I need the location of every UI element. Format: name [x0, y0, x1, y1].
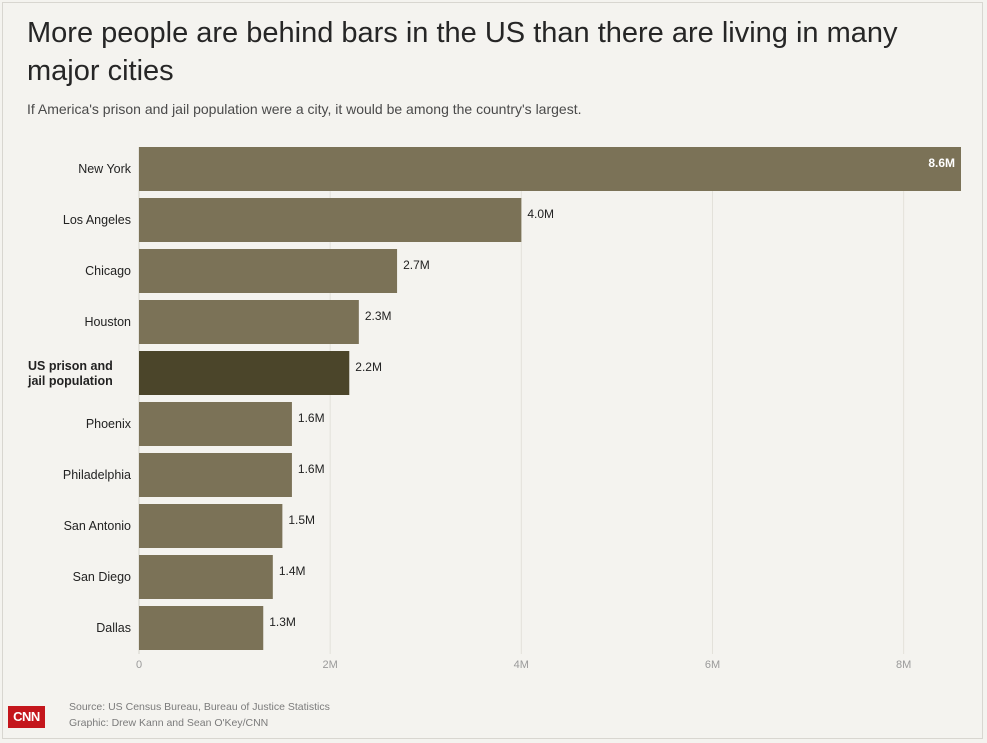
category-label: New York [78, 162, 132, 176]
data-label: 1.3M [269, 615, 296, 629]
data-label: 2.2M [355, 360, 382, 374]
data-label: 4.0M [527, 207, 554, 221]
bar [139, 453, 292, 497]
category-label: Los Angeles [63, 213, 131, 227]
bar [139, 402, 292, 446]
bar [139, 198, 522, 242]
cnn-logo: CNN [8, 706, 45, 728]
graphic-credit-text: Graphic: Drew Kann and Sean O'Key/CNN [69, 717, 269, 729]
category-label: San Antonio [64, 519, 131, 533]
category-label: San Diego [73, 570, 131, 584]
category-label: Houston [84, 315, 131, 329]
bar [139, 351, 350, 395]
category-label: Dallas [96, 621, 131, 635]
x-tick-label: 8M [896, 659, 911, 671]
category-label: Phoenix [86, 417, 132, 431]
data-label: 1.6M [298, 462, 325, 476]
x-tick-label: 0 [136, 659, 142, 671]
data-label: 1.4M [279, 564, 306, 578]
category-label: Chicago [85, 264, 131, 278]
chart-subtitle: If America's prison and jail population … [27, 101, 582, 117]
chart-title: More people are behind bars in the US th… [27, 17, 898, 87]
bar-chart: 0 2M 4M 6M 8M New York 8.6M Los Angeles 4.0M Chic… [27, 147, 961, 671]
x-tick-label: 6M [705, 659, 720, 671]
data-label: 1.6M [298, 411, 325, 425]
data-label: 2.3M [365, 309, 392, 323]
data-label: 8.6M [928, 156, 955, 170]
data-label: 1.5M [288, 513, 315, 527]
x-tick-label: 4M [514, 659, 529, 671]
category-label: US prison and jail population [27, 359, 113, 388]
bar [139, 504, 283, 548]
bar [139, 249, 398, 293]
data-label: 2.7M [403, 258, 430, 272]
bar [139, 606, 264, 650]
bar [139, 147, 961, 191]
category-label: Philadelphia [63, 468, 131, 482]
bar [139, 300, 359, 344]
source-text: Source: US Census Bureau, Bureau of Just… [69, 701, 330, 713]
x-tick-label: 2M [323, 659, 338, 671]
bar [139, 555, 273, 599]
chart-credits: Source: US Census Bureau, Bureau of Just… [69, 699, 330, 731]
